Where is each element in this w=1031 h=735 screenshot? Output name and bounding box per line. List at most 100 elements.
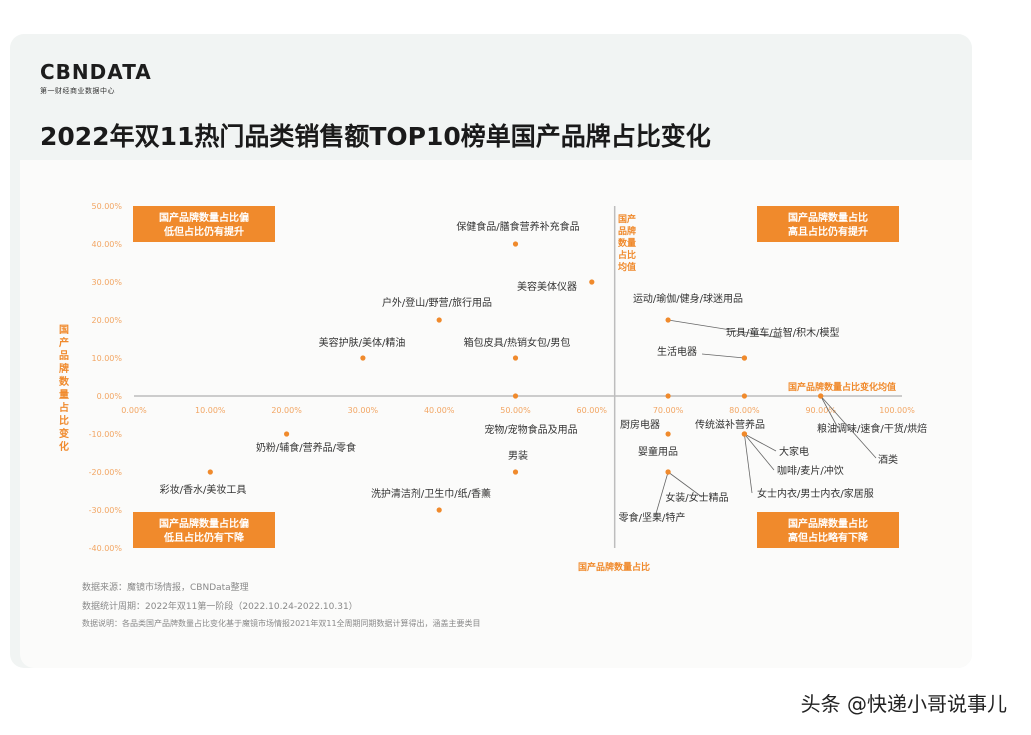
x-tick-label: 90.00%: [805, 406, 836, 415]
scatter-point: [360, 355, 366, 361]
y-tick-label: 20.00%: [91, 316, 122, 325]
point-label: 奶粉/辅食/营养品/零食: [256, 441, 356, 454]
scatter-point: [284, 431, 290, 437]
y-mean-label: 国产品牌数量占比变化均值: [788, 381, 896, 393]
scatter-point: [665, 393, 671, 399]
scatter-point: [665, 431, 671, 437]
point-label: 美容美体仪器: [517, 280, 577, 293]
scatter-point: [512, 393, 519, 399]
leader-line: [667, 471, 703, 498]
leader-line: [701, 353, 745, 359]
quadrant-label-line1: 国产品牌数量占比偏: [159, 211, 249, 224]
scatter-point: [512, 241, 519, 247]
y-tick-label: -10.00%: [89, 430, 123, 439]
y-axis-title-char: 量: [59, 388, 69, 401]
x-tick-label: 60.00%: [577, 406, 608, 415]
x-mean-label-line: 国产: [618, 213, 636, 225]
x-mean-label-line: 数量: [618, 237, 636, 249]
leader-line: [744, 433, 775, 471]
quadrant-label-line2: 高且占比仍有提升: [788, 225, 868, 238]
logo-tagline: 第一财经商业数据中心: [40, 87, 115, 95]
y-axis-title-char: 变: [59, 427, 69, 440]
y-tick-label: 40.00%: [91, 240, 122, 249]
point-label: 婴童用品: [638, 445, 678, 458]
scatter-point: [741, 355, 748, 361]
y-axis-title-char: 产: [59, 336, 69, 349]
leader-line: [654, 471, 669, 518]
x-tick-label: 50.00%: [500, 406, 531, 415]
footer-period: 数据统计周期：2022年双11第一阶段（2022.10.24-2022.10.3…: [82, 602, 358, 612]
y-axis-title-char: 数: [59, 375, 70, 388]
x-tick-label: 100.00%: [879, 406, 915, 415]
scatter-point: [665, 317, 671, 323]
y-tick-label: 30.00%: [91, 278, 122, 287]
y-tick-label: 10.00%: [91, 354, 122, 363]
quadrant-label-line2: 低且占比仍有下降: [163, 531, 245, 544]
scatter-point: [512, 355, 519, 361]
point-label: 玩具/童车/益智/积木/模型: [726, 326, 839, 339]
leader-line: [744, 433, 777, 452]
footer-note: 数据说明：各品类国产品牌数量占比变化基于魔镜市场情报2021年双11全周期同期数…: [82, 619, 481, 628]
cbndata-logo: CBNDATA 第一财经商业数据中心: [40, 60, 152, 96]
quadrant-label-line2: 低但占比仍有提升: [163, 225, 244, 238]
quadrant-label-line1: 国产品牌数量占比: [788, 517, 868, 530]
point-label: 洗护清洁剂/卫生巾/纸/香薰: [371, 487, 491, 500]
point-label: 户外/登山/野营/旅行用品: [382, 296, 492, 309]
leader-line: [668, 319, 782, 339]
page-title: 2022年双11热门品类销售额TOP10榜单国产品牌占比变化: [40, 122, 711, 151]
x-tick-label: 80.00%: [729, 406, 760, 415]
point-label: 粮油调味/速食/干货/烘焙: [817, 422, 927, 435]
x-mean-label-line: 均值: [618, 261, 636, 273]
point-label: 箱包皮具/热销女包/男包: [464, 336, 571, 349]
scatter-point: [207, 469, 213, 475]
point-label: 宠物/宠物食品及用品: [484, 423, 577, 436]
x-mean-label-line: 占比: [618, 249, 636, 261]
leader-line: [744, 433, 753, 494]
point-label: 女装/女士精品: [665, 491, 728, 504]
y-axis-title-char: 占: [59, 401, 69, 414]
point-label: 零食/坚果/特产: [619, 511, 686, 524]
point-label: 美容护肤/美体/精油: [319, 336, 406, 349]
point-label: 男装: [508, 449, 528, 462]
scatter-point: [436, 317, 442, 323]
point-label: 传统滋补营养品: [695, 418, 765, 431]
x-tick-label: 70.00%: [653, 406, 684, 415]
y-tick-label: -40.00%: [89, 544, 123, 553]
y-tick-label: -30.00%: [89, 506, 123, 515]
quadrant-label-line1: 国产品牌数量占比偏: [159, 517, 249, 530]
y-axis-title-char: 化: [59, 440, 69, 453]
x-tick-label: 20.00%: [271, 406, 302, 415]
y-axis-title-char: 国: [59, 324, 69, 336]
y-tick-label: -20.00%: [89, 468, 123, 477]
x-axis-title: 国产品牌数量占比: [578, 561, 650, 573]
scatter-point: [589, 279, 595, 285]
quadrant-label-line2: 高但占比略有下降: [788, 531, 869, 544]
point-label: 咖啡/麦片/冲饮: [777, 464, 844, 477]
quadrant-box-bottom-right: [757, 512, 899, 548]
point-label: 彩妆/香水/美妆工具: [160, 483, 247, 496]
y-tick-label: 0.00%: [97, 392, 123, 401]
scatter-point: [741, 393, 748, 399]
scatter-point: [436, 507, 442, 513]
scatter-point: [512, 469, 519, 475]
y-tick-label: 50.00%: [91, 202, 122, 211]
logo-wordmark: CBNDATA: [40, 60, 152, 84]
quadrant-label-line1: 国产品牌数量占比: [788, 211, 868, 224]
x-mean-label-line: 品牌: [618, 225, 636, 237]
quadrant-box-top-right: [757, 206, 899, 242]
scatter-point: [818, 393, 824, 399]
x-tick-label: 30.00%: [348, 406, 379, 415]
y-axis-title-char: 牌: [59, 362, 69, 375]
leader-line: [820, 395, 877, 459]
watermark: 头条 @快递小哥说事儿: [800, 692, 1007, 716]
x-tick-label: 10.00%: [195, 406, 226, 415]
point-label: 运动/瑜伽/健身/球迷用品: [633, 292, 743, 305]
leader-line: [820, 395, 839, 429]
x-tick-label: 40.00%: [424, 406, 455, 415]
scatter-point: [665, 469, 671, 475]
y-axis-title-char: 比: [59, 414, 69, 427]
point-label: 酒类: [878, 453, 898, 466]
quadrant-box-top-left: [133, 206, 275, 242]
point-label: 厨房电器: [620, 418, 660, 431]
